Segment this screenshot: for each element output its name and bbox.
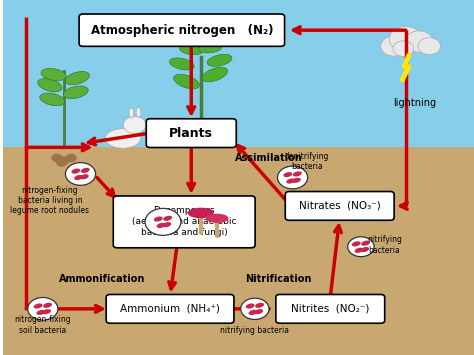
Ellipse shape <box>286 179 295 184</box>
Ellipse shape <box>360 247 369 252</box>
Ellipse shape <box>105 129 141 148</box>
Text: Atmospheric nitrogen   (N₂): Atmospheric nitrogen (N₂) <box>91 24 273 37</box>
Ellipse shape <box>64 86 88 99</box>
Ellipse shape <box>246 304 255 308</box>
Text: nitrifying bacteria: nitrifying bacteria <box>220 326 289 335</box>
Ellipse shape <box>74 175 83 180</box>
Ellipse shape <box>293 171 302 176</box>
Ellipse shape <box>42 309 51 314</box>
Ellipse shape <box>162 222 171 227</box>
Text: nitrogen-fixing
soil bacteria: nitrogen-fixing soil bacteria <box>15 315 71 334</box>
Ellipse shape <box>173 74 200 89</box>
Ellipse shape <box>207 54 232 66</box>
Ellipse shape <box>355 248 364 253</box>
Ellipse shape <box>283 172 292 177</box>
Ellipse shape <box>254 309 263 314</box>
Circle shape <box>277 166 308 189</box>
Circle shape <box>123 116 146 133</box>
Text: Nitrates  (NO₃⁻): Nitrates (NO₃⁻) <box>299 201 381 211</box>
Ellipse shape <box>156 223 165 228</box>
Circle shape <box>51 154 63 162</box>
Text: lightning: lightning <box>393 98 437 108</box>
FancyBboxPatch shape <box>106 295 234 323</box>
FancyBboxPatch shape <box>285 192 394 220</box>
Circle shape <box>58 156 70 165</box>
Text: Plants: Plants <box>169 127 213 140</box>
Ellipse shape <box>41 69 66 81</box>
Bar <box>3 147 474 355</box>
Text: Nitrites  (NO₂⁻): Nitrites (NO₂⁻) <box>291 304 369 314</box>
FancyBboxPatch shape <box>79 14 284 46</box>
Text: Ammonium  (NH₄⁺): Ammonium (NH₄⁺) <box>120 304 220 314</box>
Ellipse shape <box>180 45 203 55</box>
Circle shape <box>241 298 269 320</box>
Ellipse shape <box>292 178 301 183</box>
Circle shape <box>65 154 77 162</box>
Circle shape <box>418 38 440 55</box>
Ellipse shape <box>188 208 214 218</box>
Ellipse shape <box>38 78 62 92</box>
Ellipse shape <box>361 241 370 246</box>
Ellipse shape <box>169 58 194 70</box>
FancyBboxPatch shape <box>113 196 255 248</box>
Text: Ammonification: Ammonification <box>58 274 145 284</box>
Ellipse shape <box>129 108 134 118</box>
Ellipse shape <box>136 107 141 117</box>
Text: Decomposers
(aerobic and anaerobic
bacteria and fungi): Decomposers (aerobic and anaerobic bacte… <box>132 206 237 237</box>
Ellipse shape <box>65 71 90 85</box>
FancyBboxPatch shape <box>276 295 385 323</box>
Ellipse shape <box>80 174 89 179</box>
Ellipse shape <box>199 43 222 53</box>
Text: nitrifying
bacteria: nitrifying bacteria <box>367 235 402 255</box>
Ellipse shape <box>255 303 264 308</box>
Text: Nitrification: Nitrification <box>245 274 311 284</box>
Circle shape <box>405 31 433 52</box>
Ellipse shape <box>352 241 361 246</box>
Ellipse shape <box>248 310 257 315</box>
Ellipse shape <box>72 169 80 174</box>
Circle shape <box>393 41 414 56</box>
Text: nitrogen-fixing
bacteria living in
legume root nodules: nitrogen-fixing bacteria living in legum… <box>10 186 90 215</box>
Ellipse shape <box>154 217 163 222</box>
Bar <box>3 0 474 147</box>
Circle shape <box>145 208 181 235</box>
Circle shape <box>28 297 58 320</box>
Ellipse shape <box>202 67 228 82</box>
Circle shape <box>65 163 96 185</box>
Ellipse shape <box>34 304 43 308</box>
FancyBboxPatch shape <box>146 119 236 148</box>
Ellipse shape <box>206 214 228 223</box>
Ellipse shape <box>40 93 64 106</box>
Text: Assimilation: Assimilation <box>235 153 303 163</box>
Circle shape <box>389 27 422 51</box>
Circle shape <box>56 158 67 167</box>
Circle shape <box>381 36 407 56</box>
Text: denitrifying
bacteria: denitrifying bacteria <box>284 152 329 171</box>
Circle shape <box>348 237 374 257</box>
Ellipse shape <box>81 168 90 173</box>
Ellipse shape <box>43 303 52 308</box>
Ellipse shape <box>163 216 172 221</box>
Ellipse shape <box>36 310 46 315</box>
